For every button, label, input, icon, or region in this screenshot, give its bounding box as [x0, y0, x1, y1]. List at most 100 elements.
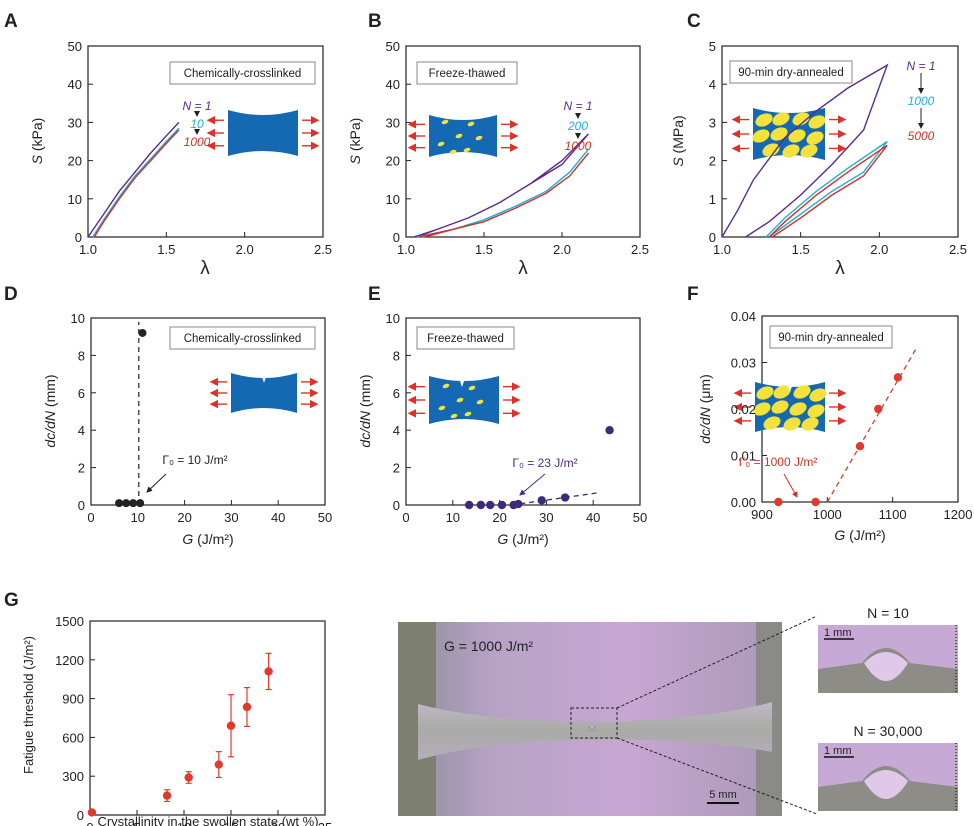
specimen-F [733, 382, 847, 432]
crystal-domain [800, 144, 818, 158]
crystal-domain [783, 417, 801, 431]
x-axis-label-E: G (J/m²) [497, 531, 548, 547]
x-tick-label: 0 [86, 820, 93, 826]
legend-entry-A: 1000 [184, 135, 211, 149]
crystal-domain [753, 402, 771, 416]
legend-entry-A: N = 1 [182, 99, 211, 113]
specimen-A-body [228, 110, 298, 156]
x-tick-label: 1.5 [475, 242, 493, 257]
x-tick-label: 0 [87, 510, 94, 525]
x-tick-label: 1200 [944, 507, 973, 522]
y-axis-label-E-unit: (mm) [357, 374, 373, 411]
series-line-A-0 [87, 121, 180, 238]
x-tick-label: 2.0 [870, 242, 888, 257]
crystal-domain [437, 141, 445, 147]
series-line-C-1 [765, 140, 888, 238]
data-point-F [874, 404, 883, 414]
y-tick-label: 6 [393, 386, 400, 401]
x-tick-label: 1.0 [713, 242, 731, 257]
x-axis-label-C: λ [835, 258, 845, 279]
y-tick-label: 0.04 [731, 309, 756, 324]
inset-scale-label: 1 mm [824, 627, 852, 639]
y-tick-label: 40 [68, 77, 82, 92]
y-tick-label: 10 [386, 192, 400, 207]
title-box-E [416, 326, 515, 350]
specimen-E-body [429, 376, 499, 424]
panel-letter-D: D [4, 284, 18, 305]
zoom-line-bottom [616, 737, 818, 815]
x-tick-label: 50 [633, 510, 647, 525]
plot-frame-G [89, 620, 326, 816]
y-axis-label-D-symbol: dc/dN [42, 410, 58, 447]
plot-frame-E [405, 317, 641, 506]
inset-scale-label: 1 mm [824, 745, 852, 757]
y-tick-label: 1500 [55, 614, 84, 629]
y-tick-label: 10 [386, 311, 400, 326]
x-tick-label: 1100 [879, 507, 907, 522]
crystal-domain [752, 129, 770, 143]
y-tick-label: 1200 [55, 653, 84, 668]
y-tick-label: 20 [68, 154, 82, 169]
legend-entry-C: 5000 [908, 129, 935, 143]
crystal-domain [455, 133, 463, 139]
crystal-domain [449, 149, 457, 155]
x-tick-label: 2.0 [236, 242, 254, 257]
x-tick-label: 40 [586, 510, 600, 525]
data-point-G [214, 760, 223, 769]
data-point-F [774, 497, 783, 507]
y-tick-label: 2 [393, 461, 400, 476]
data-point-D [122, 499, 131, 508]
specimen-E [407, 376, 521, 424]
inset-photo-2 [818, 743, 958, 811]
y-tick-label: 50 [386, 39, 400, 54]
hydrogel-specimen [418, 702, 772, 760]
x-tick-label: 1.5 [157, 242, 175, 257]
photo-main [398, 622, 782, 816]
crystal-domain [793, 385, 811, 399]
panel-letter-A: A [4, 11, 18, 32]
crystal-domain [456, 397, 464, 403]
y-tick-label: 0.02 [731, 402, 756, 417]
zoom-box [570, 707, 618, 739]
panel-letter-C: C [687, 11, 701, 32]
x-tick-label: 0 [402, 510, 409, 525]
legend-entry-C: 1000 [908, 94, 935, 108]
legend-entry-B: 200 [567, 119, 588, 133]
specimen-D-body [231, 373, 297, 413]
plot-frame-C [721, 45, 959, 238]
legend-entry-B: 1000 [565, 139, 592, 153]
y-axis-label-E-symbol: dc/dN [357, 410, 373, 447]
crystal-domain [475, 135, 483, 141]
crystal-domain [464, 411, 472, 417]
panel-letter-F: F [687, 284, 699, 305]
data-point-G [264, 667, 273, 676]
fit-line-F [826, 345, 919, 503]
y-axis-label-F: dc/dN (μm) [697, 374, 713, 444]
y-tick-label: 20 [386, 154, 400, 169]
data-point-G [242, 702, 252, 712]
crystal-domain [467, 121, 475, 127]
title-box-B [416, 61, 518, 85]
y-tick-label: 2 [78, 461, 85, 476]
y-tick-label: 0 [75, 230, 82, 245]
panel-title-F: 90-min dry-annealed [778, 332, 883, 344]
data-point-D [138, 328, 147, 337]
legend-entry-A: 10 [190, 117, 204, 131]
x-tick-label: 1.0 [79, 242, 97, 257]
specimen-A [206, 110, 320, 156]
y-tick-label: 30 [68, 115, 82, 130]
y-tick-label: 10 [71, 311, 85, 326]
data-point-F [811, 497, 820, 507]
crystal-domain [438, 405, 446, 411]
x-tick-label: 2.5 [314, 242, 332, 257]
crystal-domain [463, 147, 471, 153]
y-axis-label-G: Fatigue threshold (J/m²) [21, 636, 36, 774]
inset-title-2: N = 30,000 [854, 723, 923, 739]
x-tick-label: 10 [177, 820, 191, 826]
x-axis-label-D: G (J/m²) [182, 531, 233, 547]
crystal-domain [476, 399, 484, 405]
y-axis-label-A: S (kPa) [29, 118, 45, 165]
series-line-A-2 [93, 129, 180, 238]
y-tick-label: 4 [78, 423, 85, 438]
x-axis-label-A: λ [200, 258, 210, 279]
